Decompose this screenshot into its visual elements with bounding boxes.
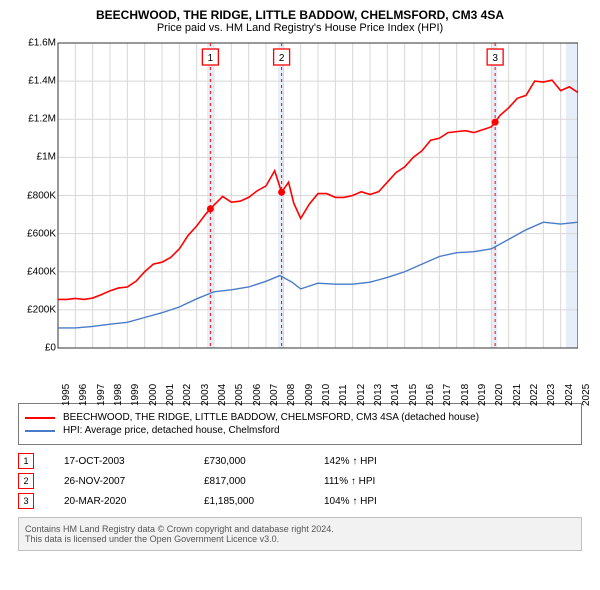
- x-tick-label: 1998: [113, 384, 124, 406]
- y-axis-labels: £0£200K£400K£600K£800K£1M£1.2M£1.4M£1.6M: [18, 38, 58, 348]
- y-tick-label: £1.2M: [16, 114, 56, 125]
- legend-swatch: [25, 417, 55, 419]
- subtitle-line: Price paid vs. HM Land Registry's House …: [8, 22, 592, 34]
- legend-swatch: [25, 430, 55, 432]
- sale-marker-box: 3: [18, 493, 34, 509]
- sale-date: 26-NOV-2007: [64, 476, 204, 487]
- x-tick-label: 2001: [165, 384, 176, 406]
- sale-delta: 142% ↑ HPI: [324, 456, 444, 467]
- x-tick-label: 2014: [390, 384, 401, 406]
- y-tick-label: £400K: [16, 266, 56, 277]
- x-tick-label: 2021: [512, 384, 523, 406]
- sale-row: 3 20-MAR-2020£1,185,000104% ↑ HPI: [18, 493, 582, 509]
- x-tick-label: 2000: [148, 384, 159, 406]
- sale-date: 17-OCT-2003: [64, 456, 204, 467]
- chart-title: BEECHWOOD, THE RIDGE, LITTLE BADDOW, CHE…: [8, 8, 592, 34]
- x-tick-label: 2015: [408, 384, 419, 406]
- x-tick-label: 2016: [425, 384, 436, 406]
- x-tick-label: 2002: [182, 384, 193, 406]
- sale-marker-box: 1: [18, 453, 34, 469]
- sale-price: £817,000: [204, 476, 324, 487]
- title-line: BEECHWOOD, THE RIDGE, LITTLE BADDOW, CHE…: [8, 8, 592, 22]
- chart-legend: BEECHWOOD, THE RIDGE, LITTLE BADDOW, CHE…: [18, 403, 582, 445]
- x-tick-label: 2020: [494, 384, 505, 406]
- x-tick-label: 2013: [373, 384, 384, 406]
- line-chart-svg: 1 2 3: [18, 38, 578, 378]
- x-tick-label: 2006: [252, 384, 263, 406]
- x-tick-label: 2003: [200, 384, 211, 406]
- chart-area: 1 2 3 £0 £200K £400K £600K £800K £1M £1.2M £1.4M £…: [18, 38, 578, 378]
- legend-label: HPI: Average price, detached house, Chel…: [63, 425, 280, 436]
- y-tick-label: £1.6M: [16, 38, 56, 49]
- sale-date: 20-MAR-2020: [64, 496, 204, 507]
- sale-delta: 104% ↑ HPI: [324, 496, 444, 507]
- footer-attribution: Contains HM Land Registry data © Crown c…: [18, 517, 582, 551]
- y-tick-label: £800K: [16, 190, 56, 201]
- x-tick-label: 2022: [529, 384, 540, 406]
- x-tick-label: 2023: [546, 384, 557, 406]
- y-tick-label: £600K: [16, 228, 56, 239]
- x-tick-label: 1999: [130, 384, 141, 406]
- x-tick-label: 2018: [460, 384, 471, 406]
- sale-row: 1 17-OCT-2003£730,000142% ↑ HPI: [18, 453, 582, 469]
- svg-text:2: 2: [279, 53, 285, 64]
- sale-price: £730,000: [204, 456, 324, 467]
- x-tick-label: 2008: [286, 384, 297, 406]
- sale-delta: 111% ↑ HPI: [324, 476, 444, 487]
- x-axis-labels: 1995199619971998199920002001200220032004…: [58, 378, 578, 393]
- sale-marker-box: 2: [18, 473, 34, 489]
- x-tick-label: 1996: [78, 384, 89, 406]
- footer-line-2: This data is licensed under the Open Gov…: [25, 534, 575, 544]
- x-tick-label: 2019: [477, 384, 488, 406]
- x-tick-label: 2005: [234, 384, 245, 406]
- svg-text:3: 3: [492, 53, 498, 64]
- footer-line-1: Contains HM Land Registry data © Crown c…: [25, 524, 575, 534]
- y-tick-label: £0: [16, 343, 56, 354]
- sale-price: £1,185,000: [204, 496, 324, 507]
- legend-label: BEECHWOOD, THE RIDGE, LITTLE BADDOW, CHE…: [63, 412, 479, 423]
- y-tick-label: £1M: [16, 152, 56, 163]
- legend-item: HPI: Average price, detached house, Chel…: [25, 425, 575, 436]
- x-tick-label: 2017: [442, 384, 453, 406]
- x-tick-label: 2010: [321, 384, 332, 406]
- legend-item: BEECHWOOD, THE RIDGE, LITTLE BADDOW, CHE…: [25, 412, 575, 423]
- x-tick-label: 2011: [338, 384, 349, 406]
- svg-text:1: 1: [208, 53, 214, 64]
- y-tick-label: £1.4M: [16, 76, 56, 87]
- x-tick-label: 1995: [61, 384, 72, 406]
- sale-row: 2 26-NOV-2007£817,000111% ↑ HPI: [18, 473, 582, 489]
- sales-table: 1 17-OCT-2003£730,000142% ↑ HPI 2 26-NOV-20…: [18, 453, 582, 509]
- x-tick-label: 2007: [269, 384, 280, 406]
- y-tick-label: £200K: [16, 304, 56, 315]
- x-tick-label: 2024: [564, 384, 575, 406]
- x-tick-label: 1997: [96, 384, 107, 406]
- x-tick-label: 2012: [356, 384, 367, 406]
- x-tick-label: 2025: [581, 384, 592, 406]
- x-tick-label: 2009: [304, 384, 315, 406]
- x-tick-label: 2004: [217, 384, 228, 406]
